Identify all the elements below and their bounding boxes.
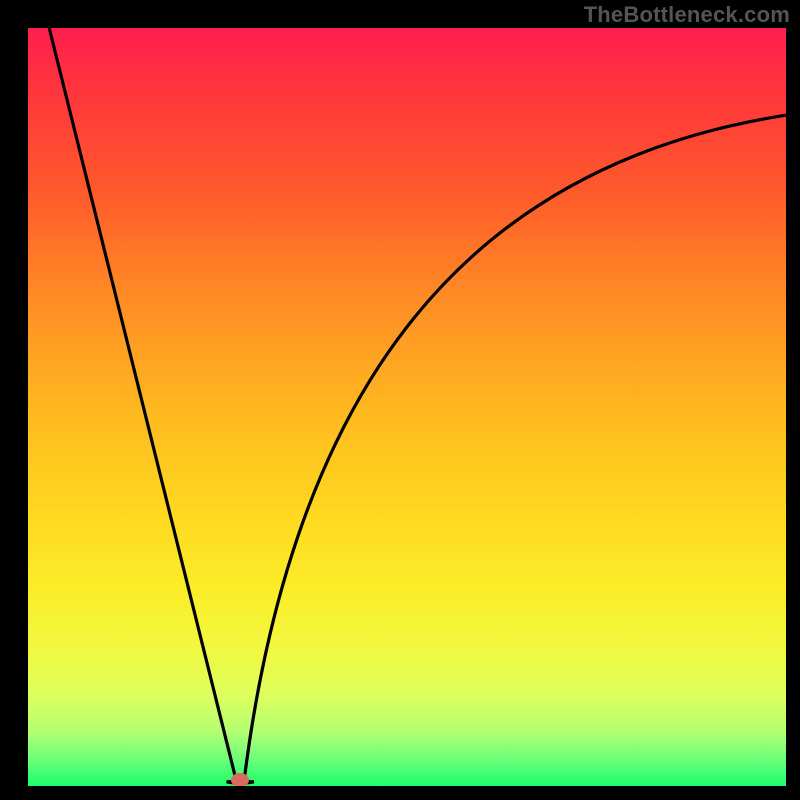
chart-canvas: TheBottleneck.com: [0, 0, 800, 800]
minimum-marker: [231, 773, 249, 786]
curve-svg: [28, 28, 786, 786]
watermark-text: TheBottleneck.com: [584, 2, 790, 28]
frame-border-left: [0, 0, 28, 800]
plot-area: [28, 28, 786, 786]
frame-border-right: [786, 0, 800, 800]
frame-border-bottom: [0, 786, 800, 800]
curve-path: [49, 28, 786, 783]
